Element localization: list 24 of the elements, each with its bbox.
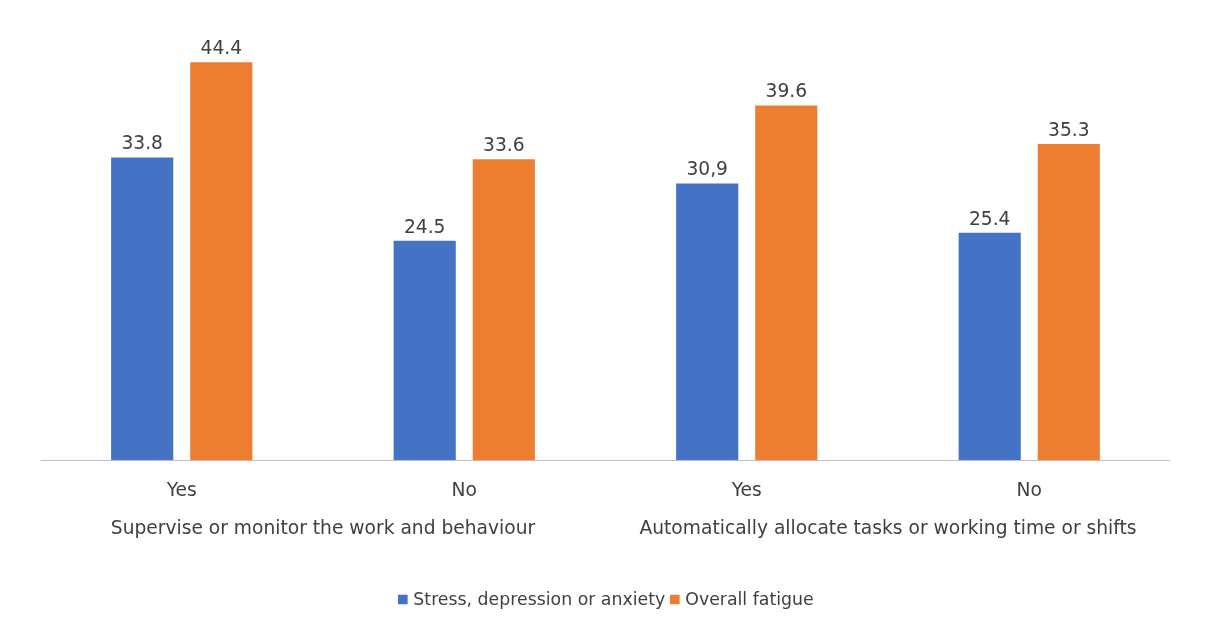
data-label: 30,9 bbox=[686, 158, 728, 180]
x-tick-label: No bbox=[451, 478, 477, 500]
x-tick-label: Yes bbox=[165, 478, 197, 500]
bar bbox=[958, 232, 1021, 461]
data-label: 33.6 bbox=[483, 134, 525, 156]
text: Supervise or monitor the work and behaviour bbox=[110, 516, 536, 538]
legend-label: Stress, depression or anxiety bbox=[413, 589, 666, 609]
bar bbox=[393, 240, 456, 461]
data-label: 35.3 bbox=[1048, 118, 1090, 140]
data-label: 33.8 bbox=[121, 132, 163, 154]
bar bbox=[111, 157, 174, 461]
legend-label: Overall fatigue bbox=[685, 589, 814, 609]
data-label: 24.5 bbox=[403, 215, 446, 237]
data-label: 44.4 bbox=[200, 37, 243, 59]
data-label: 25.4 bbox=[968, 207, 1011, 229]
x-tick-label: Yes bbox=[730, 478, 762, 500]
bar bbox=[755, 105, 818, 461]
data-label: 39.6 bbox=[765, 80, 808, 102]
bar bbox=[190, 62, 253, 461]
x-tick-label: No bbox=[1016, 478, 1042, 500]
bar bbox=[676, 183, 739, 461]
bar bbox=[1037, 143, 1100, 461]
bar bbox=[472, 159, 535, 461]
text: Automatically allocate tasks or working time or shifts bbox=[639, 516, 1137, 538]
